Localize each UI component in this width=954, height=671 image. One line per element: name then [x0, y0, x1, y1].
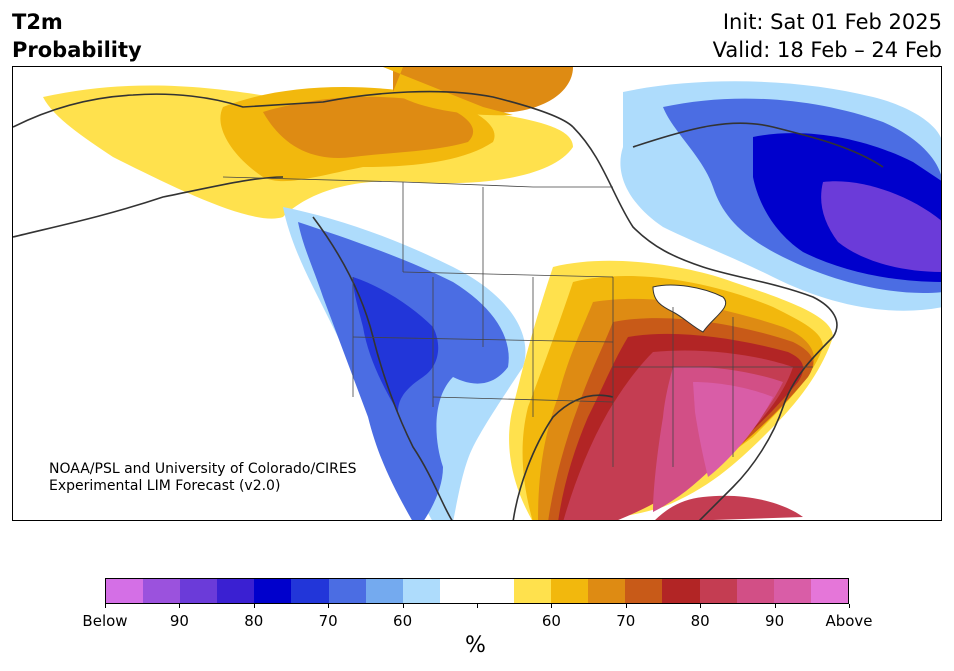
colorbar-tick-mark	[253, 604, 255, 608]
colorbar-segment	[365, 579, 403, 603]
above-region-caribbean	[655, 495, 803, 520]
colorbar-tick-mark	[328, 604, 330, 608]
above-region-arctic-edge	[383, 67, 513, 116]
colorbar-segment	[810, 579, 848, 603]
map-title: T2m Probability	[12, 8, 142, 64]
colorbar-tick-mark	[402, 604, 404, 608]
colorbar	[105, 578, 849, 604]
colorbar-tick-label: 80	[244, 612, 264, 630]
valid-range: Valid: 18 Feb – 24 Feb	[712, 38, 942, 62]
colorbar-segment	[180, 579, 218, 603]
init-date: Init: Sat 01 Feb 2025	[722, 10, 942, 34]
coastlines	[13, 90, 884, 520]
above-region-north-3	[263, 96, 474, 158]
colorbar-segment	[328, 579, 366, 603]
colorbar-tick-label: 70	[318, 612, 338, 630]
colorbar-segment	[254, 579, 292, 603]
credit-text: NOAA/PSL and University of Colorado/CIRE…	[49, 461, 357, 495]
colorbar-tick-mark	[625, 604, 627, 608]
colorbar-segment	[662, 579, 700, 603]
colorbar-unit: %	[465, 633, 486, 658]
title-line-2: Probability	[12, 38, 142, 62]
colorbar-segment	[476, 579, 515, 603]
map-canvas	[13, 67, 941, 520]
colorbar-segment	[106, 579, 144, 603]
great-lakes	[652, 284, 726, 333]
colorbar-tick-label: 60	[393, 612, 413, 630]
title-line-1: T2m	[12, 10, 63, 34]
colorbar-segment	[291, 579, 329, 603]
colorbar-tick-mark	[477, 604, 478, 608]
colorbar-tick-label: 60	[541, 612, 561, 630]
colorbar-segment	[588, 579, 626, 603]
colorbar-tick-mark	[774, 604, 776, 608]
colorbar-segment	[625, 579, 663, 603]
credit-line-1: NOAA/PSL and University of Colorado/CIRE…	[49, 461, 357, 477]
colorbar-tick-label: 80	[690, 612, 710, 630]
forecast-dates: Init: Sat 01 Feb 2025 Valid: 18 Feb – 24…	[713, 8, 942, 64]
colorbar-segment	[514, 579, 552, 603]
colorbar-segment	[217, 579, 255, 603]
probability-map	[12, 66, 942, 521]
colorbar-segment	[143, 579, 181, 603]
colorbar-tick-label: Above	[825, 612, 873, 630]
colorbar-tick-mark	[849, 604, 850, 608]
colorbar-tick-label: 70	[616, 612, 636, 630]
state-borders	[222, 176, 813, 467]
colorbar-segment	[402, 579, 440, 603]
colorbar-tick-mark	[551, 604, 553, 608]
colorbar-segment	[736, 579, 774, 603]
colorbar-tick-label: 90	[169, 612, 189, 630]
colorbar-segment	[773, 579, 811, 603]
credit-line-2: Experimental LIM Forecast (v2.0)	[49, 478, 281, 494]
colorbar-tick-mark	[700, 604, 702, 608]
colorbar-tick-label: Below	[82, 612, 128, 630]
colorbar-tick-mark	[105, 604, 106, 608]
colorbar-tick-mark	[179, 604, 181, 608]
colorbar-segment	[699, 579, 737, 603]
colorbar-tick-label: 90	[765, 612, 785, 630]
below-region-west-core	[353, 277, 439, 412]
below-region-east-max	[821, 181, 941, 272]
colorbar-segment	[439, 579, 477, 603]
colorbar-segment	[551, 579, 589, 603]
